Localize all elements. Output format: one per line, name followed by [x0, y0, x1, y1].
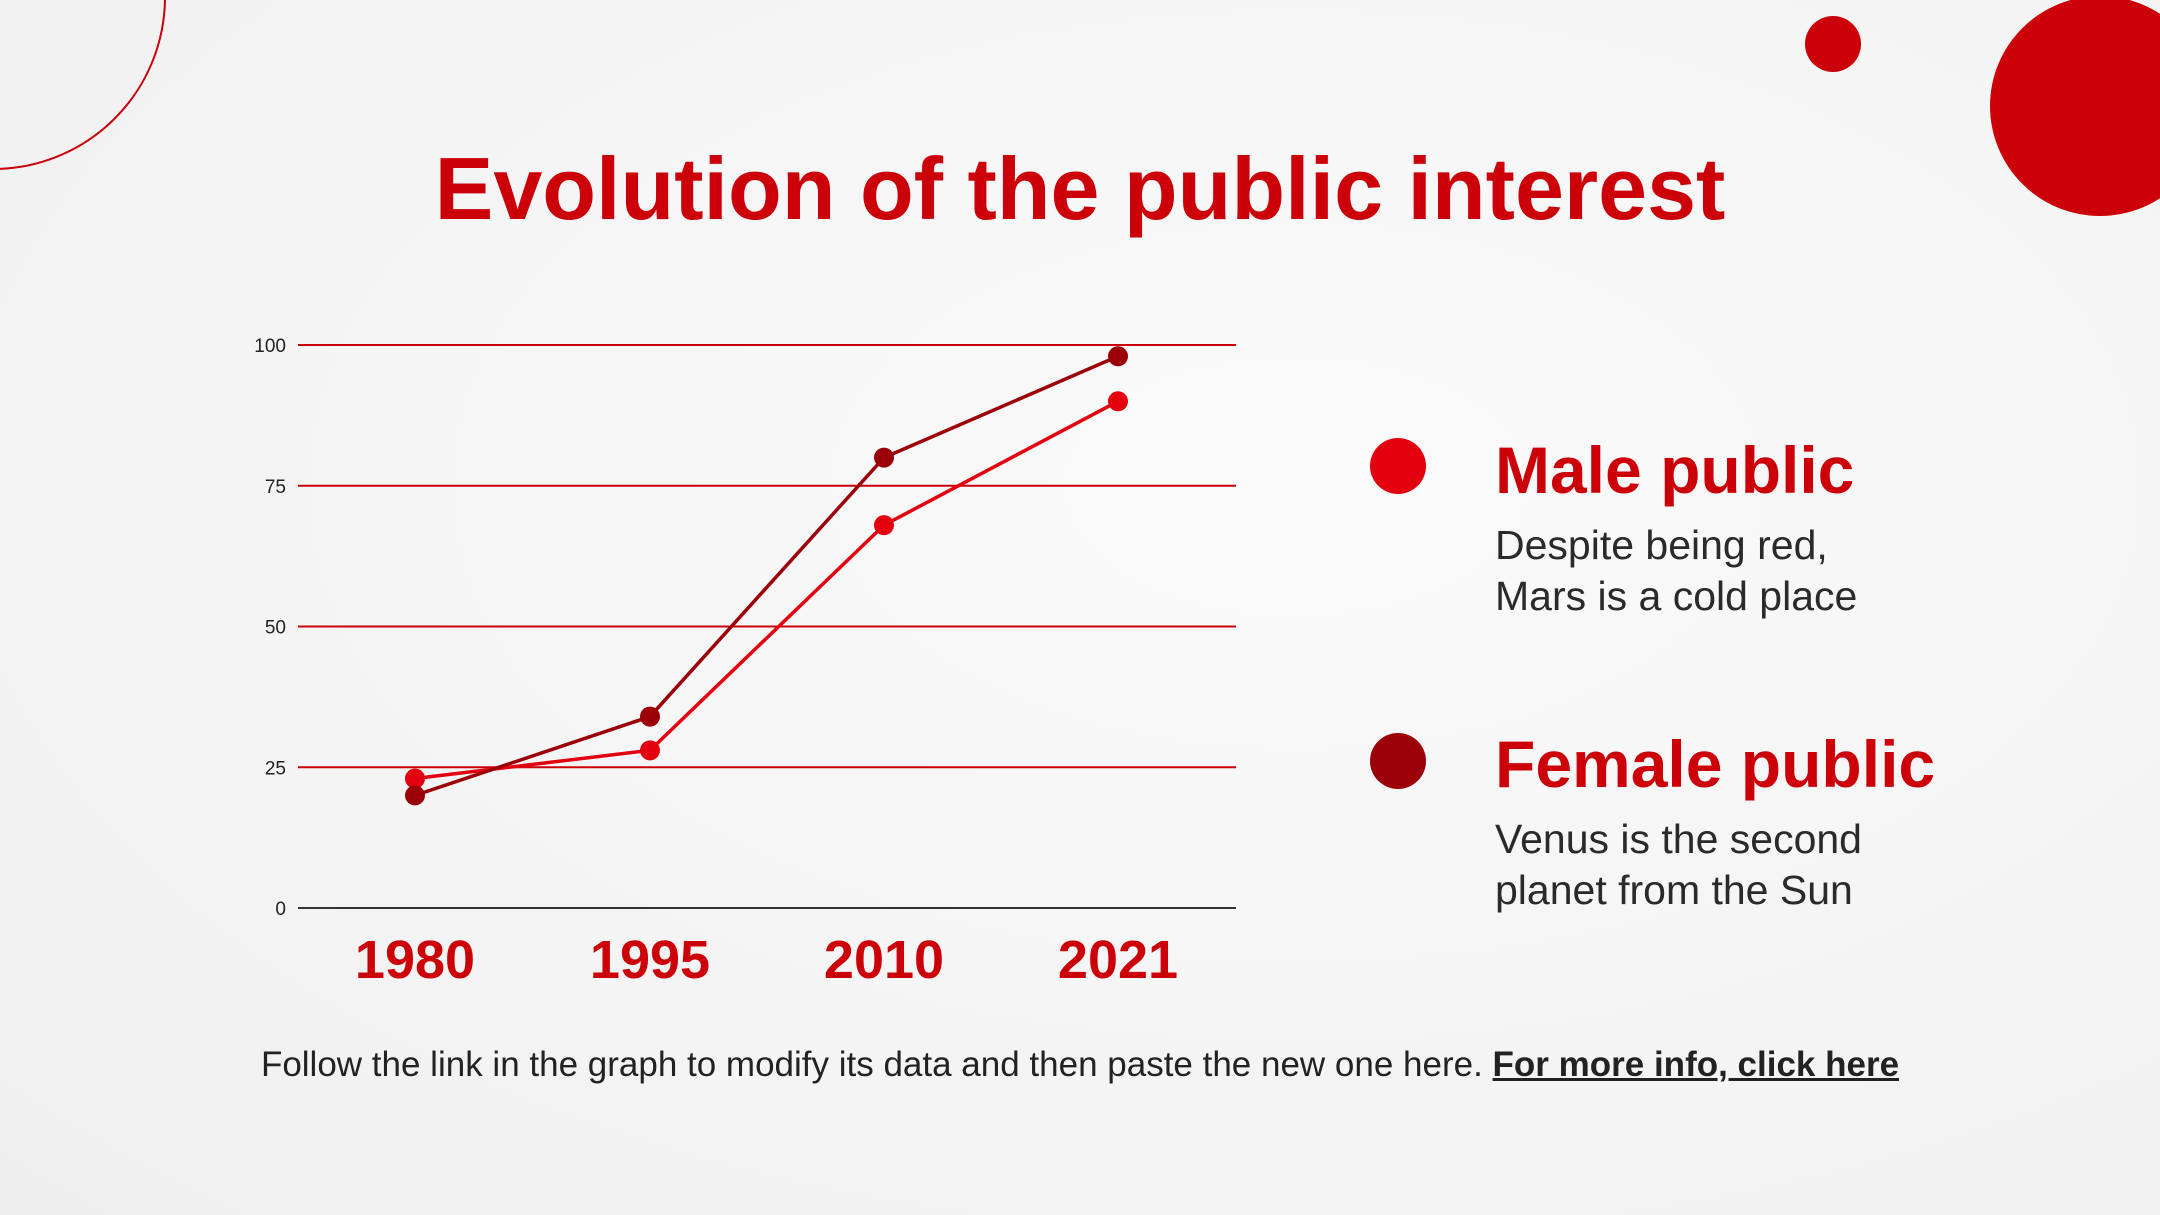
y-tick-label: 100	[254, 336, 286, 357]
x-tick-label: 1995	[590, 930, 710, 990]
data-point	[405, 785, 425, 806]
footer-text: Follow the link in the graph to modify i…	[260, 1045, 1483, 1084]
legend-title-female: Female public	[1495, 727, 1936, 801]
legend-description-line: Despite being red,	[1495, 522, 1828, 568]
x-tick-label: 1980	[355, 930, 475, 990]
y-tick-label: 75	[265, 477, 286, 498]
x-tick-label: 2010	[824, 930, 944, 990]
series-line	[414, 399, 1119, 781]
more-info-link[interactable]: For more info, click here	[1492, 1045, 1900, 1084]
y-tick-label: 25	[265, 758, 286, 779]
series-line	[414, 354, 1119, 798]
legend-dot-female	[1370, 733, 1426, 789]
data-point	[640, 706, 660, 727]
decorative-dot-small	[1805, 16, 1861, 72]
legend-title-male: Male public	[1495, 433, 1855, 507]
data-point	[405, 768, 425, 789]
legend-description-female: Venus is the second planet from the Sun	[1495, 814, 2015, 916]
data-point	[1108, 391, 1128, 412]
data-point	[1108, 346, 1128, 367]
x-tick-label: 2021	[1058, 930, 1178, 990]
page-title: Evolution of the public interest	[434, 139, 1726, 238]
decorative-dot-large	[1990, 0, 2160, 216]
data-point	[874, 447, 894, 468]
y-tick-label: 50	[265, 618, 286, 639]
data-point	[874, 515, 894, 536]
legend-description-line: planet from the Sun	[1495, 867, 1853, 913]
data-point	[640, 740, 660, 761]
legend-description-male: Despite being red, Mars is a cold place	[1495, 520, 2015, 622]
legend-dot-male	[1370, 438, 1426, 494]
y-tick-label: 0	[275, 899, 286, 920]
legend-description-line: Venus is the second	[1495, 816, 1862, 862]
legend-description-line: Mars is a cold place	[1495, 573, 1858, 619]
footer-note: Follow the link in the graph to modify i…	[0, 1045, 2160, 1085]
